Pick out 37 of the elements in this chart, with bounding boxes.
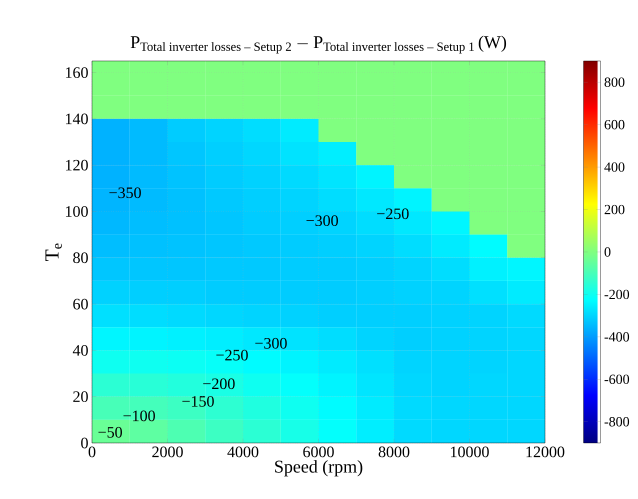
annotation: −250 (216, 350, 248, 361)
color-bar-label: 200 (604, 204, 624, 214)
color-bar-label: 400 (604, 162, 624, 172)
x-tick-label: 0 (88, 446, 96, 458)
annotation: −100 (123, 410, 155, 422)
y-tick-label: 140 (66, 113, 88, 124)
x-tick-label: 6000 (303, 446, 334, 458)
x-axis-title: Speed (rpm) (275, 460, 362, 476)
color-bar-label: -400 (604, 332, 630, 342)
color-bar-label: -200 (604, 290, 630, 300)
x-tick-label: 4000 (227, 446, 258, 458)
color-bar-label: -800 (604, 417, 630, 426)
annotation: −150 (182, 396, 214, 407)
color-bar-label: 0 (604, 247, 610, 257)
y-tick-label: 160 (66, 67, 88, 78)
y-tick-label: 120 (66, 160, 88, 171)
annotation: −50 (98, 426, 122, 438)
y-tick-label: 0 (81, 438, 88, 448)
annotation: −300 (306, 215, 338, 226)
y-tick-label: 100 (66, 206, 88, 217)
color-bar-label: 600 (604, 120, 624, 130)
y-tick-label: 60 (73, 298, 88, 310)
annotation: −300 (255, 338, 287, 349)
y-tick-label: 20 (73, 391, 88, 402)
x-tick-label: 8000 (378, 446, 410, 458)
annotation: −350 (109, 187, 141, 198)
color-bar-label: -600 (604, 374, 630, 384)
x-tick-label: 10000 (450, 446, 489, 458)
y-tick-label: 40 (72, 345, 88, 356)
x-tick-label: 12000 (526, 446, 564, 458)
annotation: −250 (377, 208, 409, 220)
color-bar-label: 800 (604, 77, 624, 87)
y-tick-label: 80 (73, 252, 88, 264)
annotation: −200 (203, 378, 235, 390)
y-axis-title: T$_{e}$ (45, 244, 62, 262)
x-tick-label: 2000 (152, 446, 183, 458)
chart-title: $\mathrm{P}_{\text{Total inverter losses – Setup 2}} - \mathrm{P}_{\text{Total inverter losses – Setup 1}}\,\text{(W)}$ (130, 36, 506, 54)
